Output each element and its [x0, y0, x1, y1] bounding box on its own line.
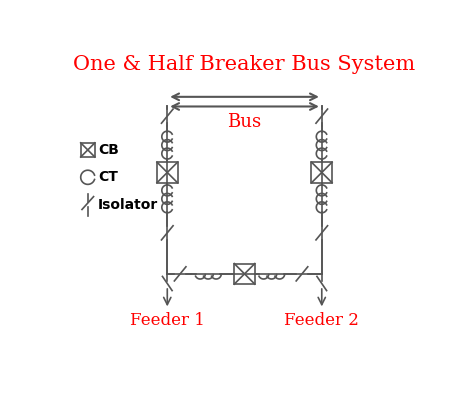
Text: Isolator: Isolator: [98, 198, 158, 212]
Text: Feeder 2: Feeder 2: [284, 312, 359, 329]
Text: Bus: Bus: [227, 113, 261, 131]
Bar: [311, 162, 331, 183]
Text: CT: CT: [98, 170, 118, 184]
Bar: [234, 264, 254, 284]
Bar: [81, 143, 95, 157]
Bar: [156, 162, 177, 183]
Text: One & Half Breaker Bus System: One & Half Breaker Bus System: [73, 55, 415, 74]
Text: Feeder 1: Feeder 1: [129, 312, 204, 329]
Text: CB: CB: [98, 143, 119, 157]
